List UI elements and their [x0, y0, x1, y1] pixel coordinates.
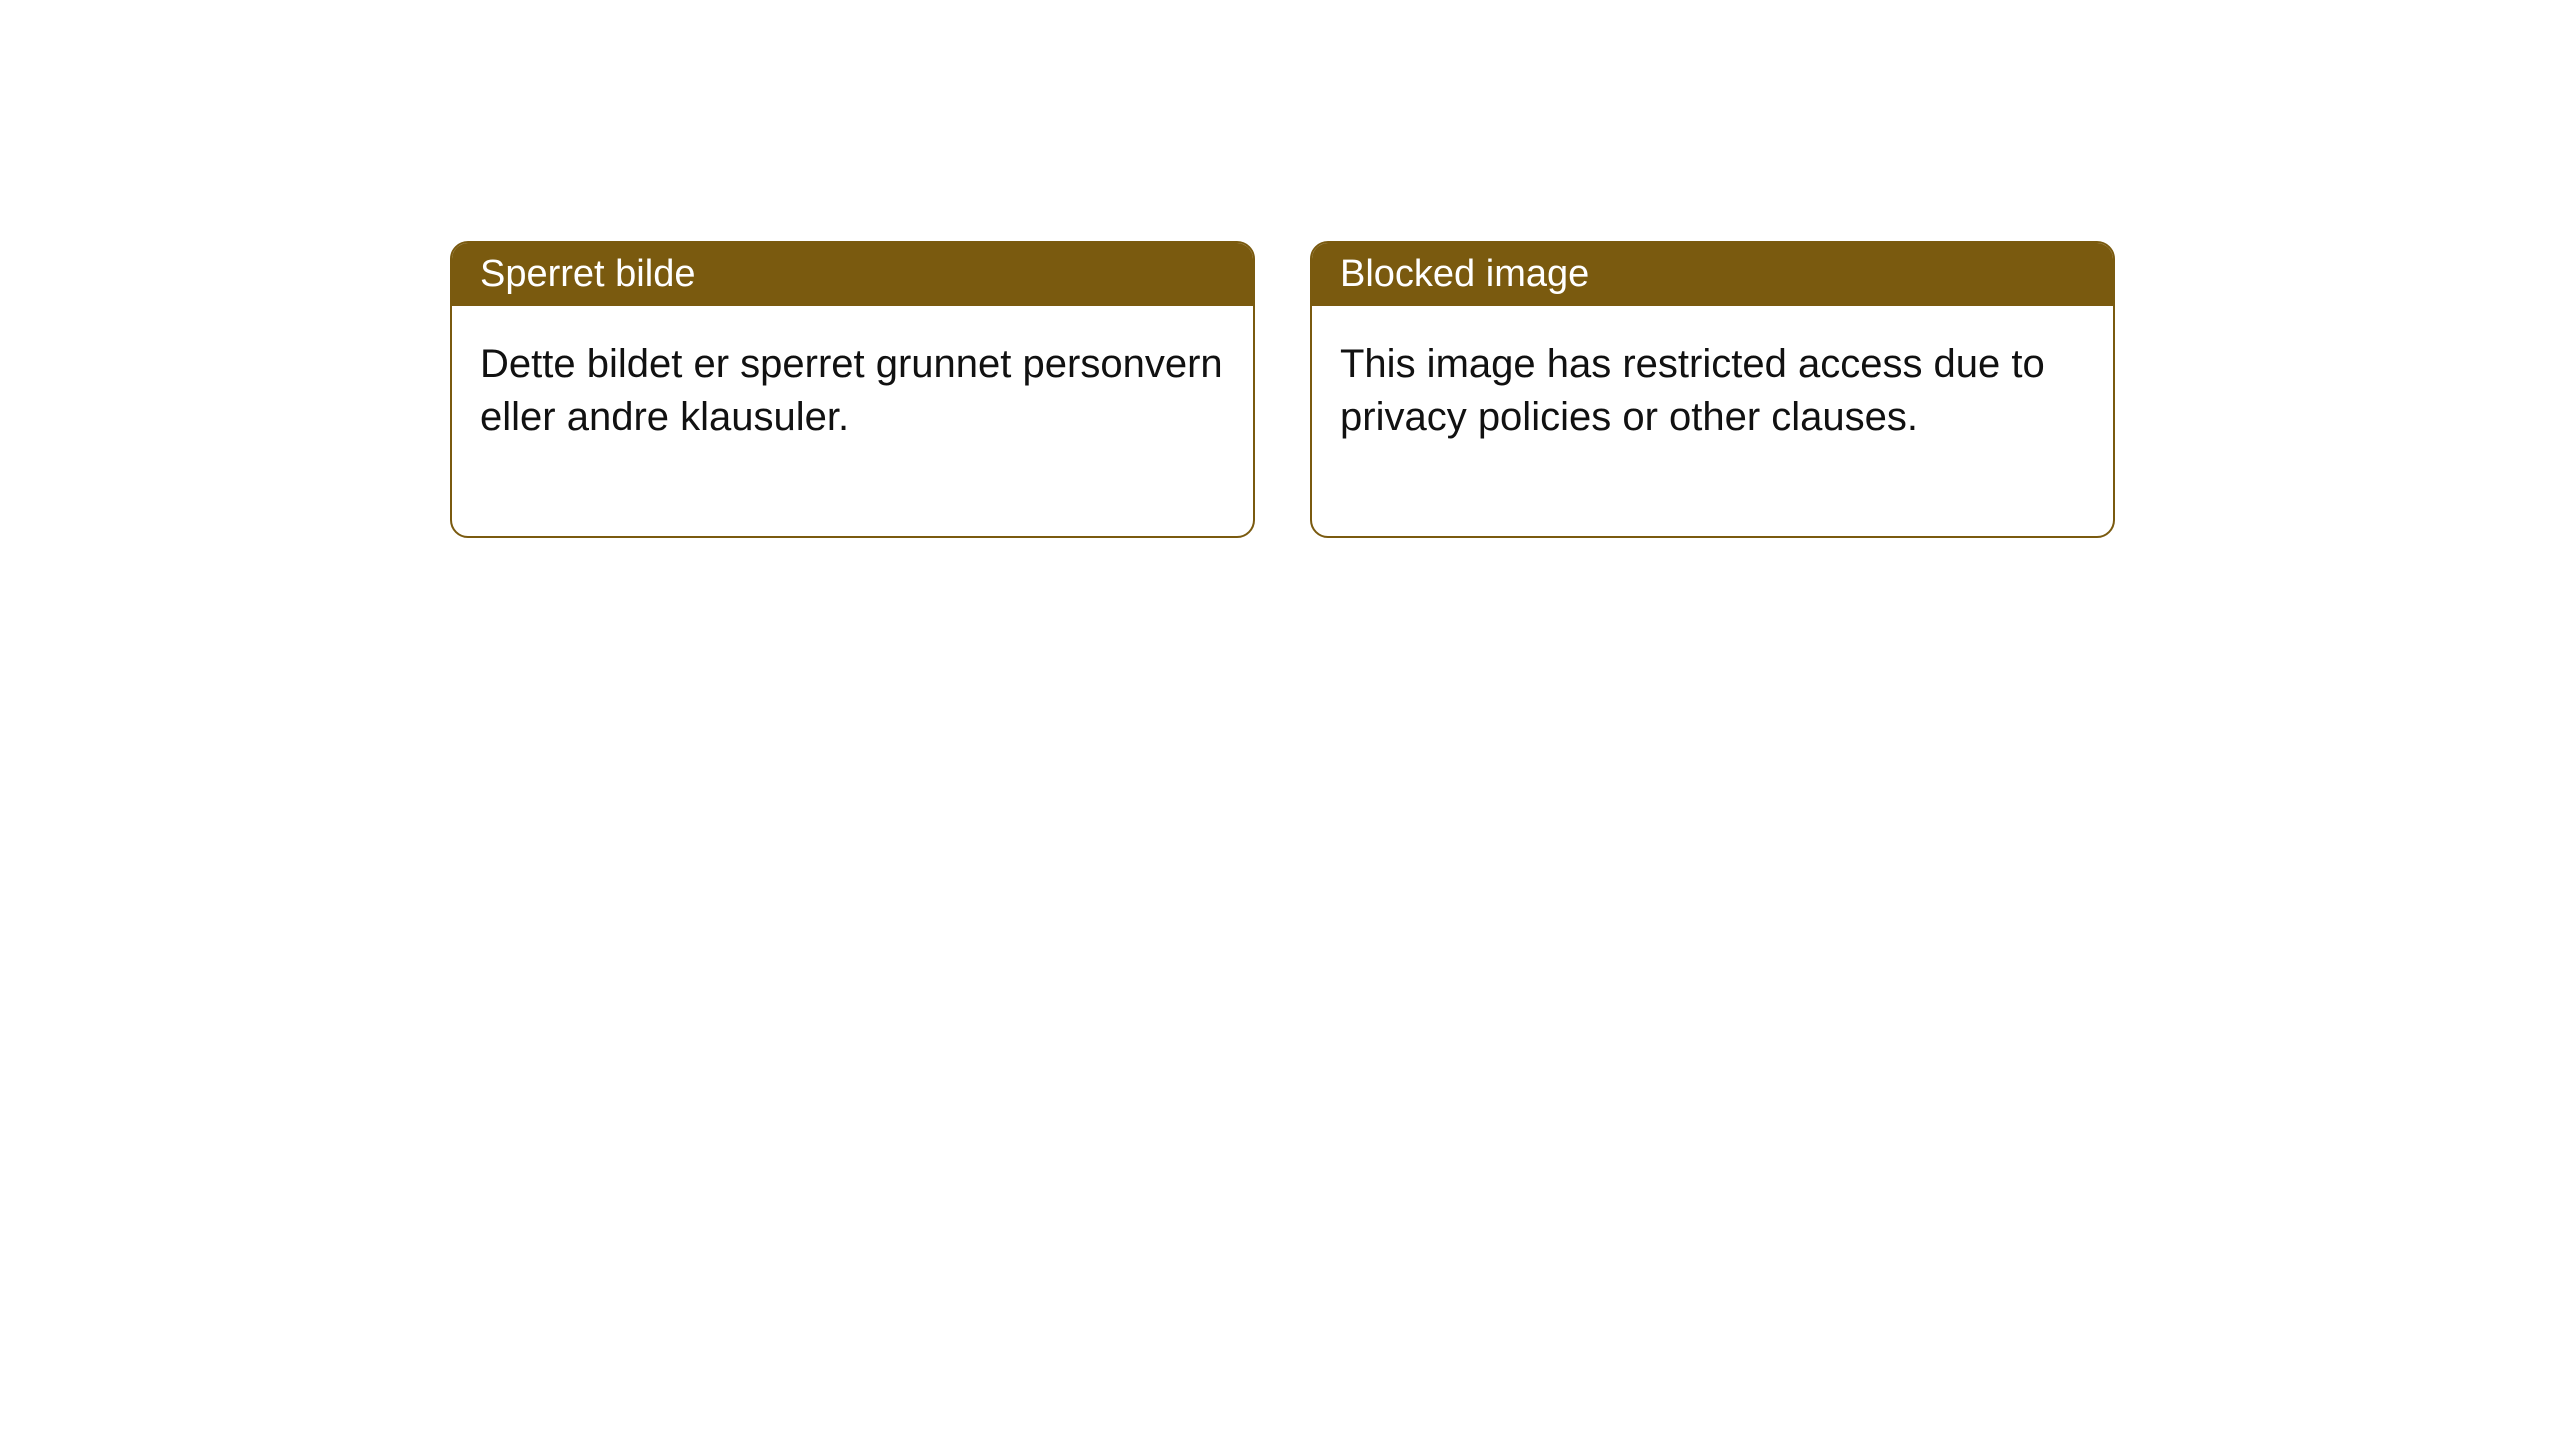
notice-header: Blocked image: [1312, 243, 2113, 306]
notice-card-norwegian: Sperret bilde Dette bildet er sperret gr…: [450, 241, 1255, 538]
notice-container: Sperret bilde Dette bildet er sperret gr…: [450, 241, 2115, 538]
notice-body: This image has restricted access due to …: [1312, 306, 2113, 536]
notice-card-english: Blocked image This image has restricted …: [1310, 241, 2115, 538]
notice-body: Dette bildet er sperret grunnet personve…: [452, 306, 1253, 536]
notice-header: Sperret bilde: [452, 243, 1253, 306]
